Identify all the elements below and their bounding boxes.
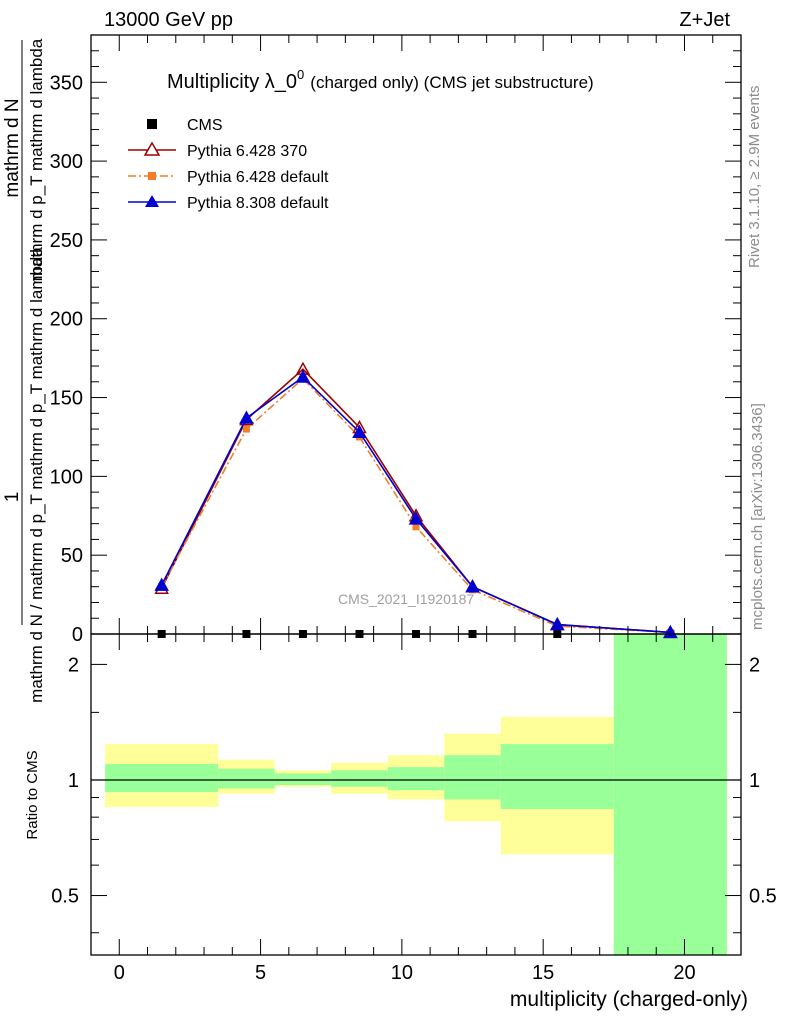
- header-process: Z+Jet: [679, 9, 730, 31]
- series-2-point-1: [242, 425, 250, 433]
- ratio-xtick-label-3: 15: [532, 962, 554, 984]
- legend-marker-pythia6-default: [148, 172, 156, 180]
- ratio-inner-band-7: [613, 634, 727, 955]
- ratio-y-axis-label: Ratio to CMS: [24, 750, 41, 839]
- ratio-xtick-label-0: 0: [114, 962, 125, 984]
- series-3-point-6: [550, 616, 565, 631]
- main-axis: 0 50 100 150 200 250 300 350: [50, 34, 742, 646]
- ratio-inner-band-4: [387, 767, 445, 791]
- ratio-ytick-label-right-2: 2: [749, 654, 760, 676]
- ratio-uncertainty-bands: [91, 634, 741, 955]
- plot-title-suffix: (charged only) (CMS jet substructure): [310, 73, 593, 92]
- rivet-version: Rivet 3.1.10, ≥ 2.9M events: [746, 85, 763, 269]
- series-3-point-5: [465, 579, 480, 593]
- legend-marker-pythia6-370: [143, 141, 161, 156]
- mcplots-credit: mcplots.cern.ch [arXiv:1306.3436]: [749, 403, 766, 630]
- plot-title-superscript: 0: [297, 67, 304, 82]
- ratio-xtick-label-4: 20: [673, 962, 695, 984]
- y-label-numerator-2: mathrm d p_T mathrm d lambda: [27, 38, 46, 281]
- main-ytick-label-7: 350: [50, 72, 83, 94]
- ratio-ytick-label-right-1: 1: [749, 770, 760, 792]
- legend-label-pythia6-default: Pythia 6.428 default: [187, 169, 329, 186]
- legend-marker-cms: [147, 119, 157, 129]
- series-3-point-4: [408, 511, 424, 525]
- ratio-ytick-label-right-0: 0.5: [749, 886, 777, 908]
- main-ytick-label-6: 300: [50, 151, 83, 173]
- series-3-point-1: [239, 410, 254, 424]
- x-axis-label: multiplicity (charged-only): [510, 988, 748, 1011]
- plot-title: Multiplicity λ_00 (charged only) (CMS jet…: [167, 67, 594, 93]
- header-energy: 13000 GeV pp: [104, 9, 233, 31]
- y-label-numerator-1: mathrm d N: [2, 98, 23, 197]
- ratio-inner-band-3: [331, 770, 388, 787]
- legend: CMS Pythia 6.428 370 Pythia 6.428 defaul…: [128, 117, 329, 212]
- y-label-prefix: 1: [2, 492, 23, 503]
- series-3-point-3: [352, 424, 367, 438]
- main-ytick-label-5: 250: [50, 230, 83, 252]
- ratio-xtick-label-2: 10: [391, 962, 413, 984]
- legend-label-cms: CMS: [187, 117, 223, 134]
- series-3-point-0: [154, 577, 169, 591]
- main-y-axis-label: 1 mathrm d N mathrm d p_T mathrm d lambd…: [2, 38, 46, 703]
- ratio-inner-band-5: [444, 755, 501, 800]
- ratio-inner-band-0: [105, 764, 219, 793]
- ratio-ytick-label-1: 1: [68, 770, 79, 792]
- main-ytick-label-1: 50: [61, 545, 83, 567]
- series-3-point-2: [295, 369, 311, 383]
- ratio-inner-band-2: [274, 773, 332, 786]
- legend-label-pythia8-default: Pythia 8.308 default: [187, 195, 329, 212]
- ratio-inner-band-1: [218, 768, 275, 789]
- main-ytick-label-0: 0: [72, 624, 83, 646]
- y-label-denominator: mathrm d N / mathrm d p_T mathrm d p_T m…: [27, 247, 46, 703]
- main-ytick-label-3: 150: [50, 388, 83, 410]
- main-ytick-label-4: 200: [50, 309, 83, 331]
- legend-marker-pythia8-default: [145, 195, 159, 207]
- ratio-ytick-label-2: 2: [68, 654, 79, 676]
- main-ytick-label-2: 100: [50, 466, 83, 488]
- series-3-point-7: [663, 624, 678, 639]
- ratio-xtick-label-1: 5: [255, 962, 266, 984]
- analysis-watermark: CMS_2021_I1920187: [338, 591, 474, 607]
- ratio-ytick-label-0: 0.5: [51, 886, 79, 908]
- ratio-inner-band-6: [500, 744, 614, 810]
- legend-label-pythia6-370: Pythia 6.428 370: [187, 143, 307, 160]
- series-2-point-4: [412, 523, 420, 531]
